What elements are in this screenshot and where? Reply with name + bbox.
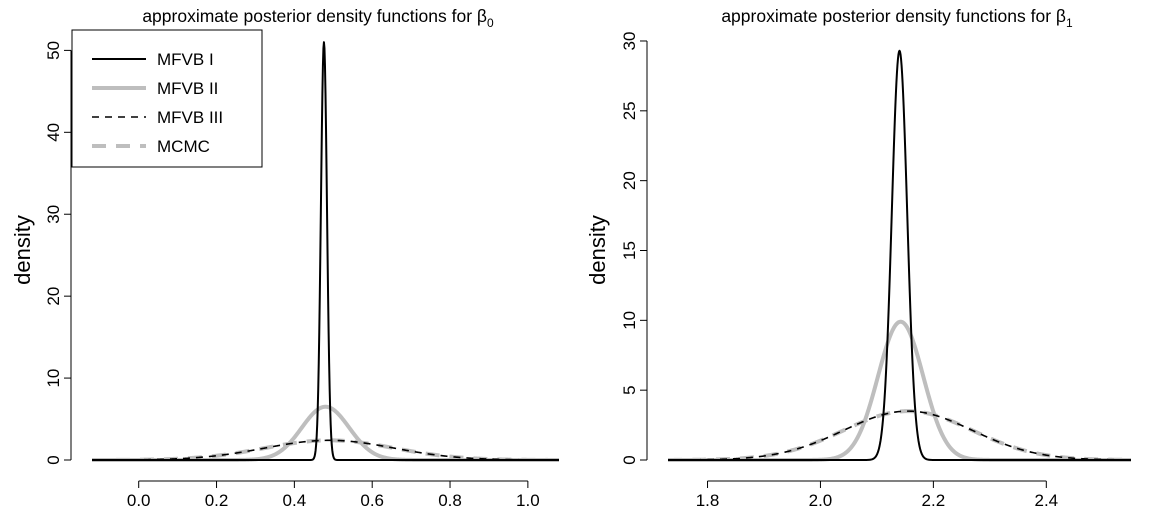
y-tick-label: 20 bbox=[44, 287, 63, 306]
y-tick-label: 30 bbox=[44, 205, 63, 224]
x-tick-label: 2.2 bbox=[922, 491, 946, 510]
x-tick-label: 0.8 bbox=[438, 491, 462, 510]
axes-beta1: 1.8 2.0 2.2 2.4 0 5 10 15 20 25 30 bbox=[620, 32, 1058, 510]
y-tick-label: 0 bbox=[620, 455, 639, 464]
y-tick-label: 30 bbox=[620, 32, 639, 51]
y-tick-label: 40 bbox=[44, 123, 63, 142]
y-tick-label: 15 bbox=[620, 241, 639, 260]
legend-label-mfvb-iii: MFVB III bbox=[157, 108, 223, 127]
x-tick-label: 0.0 bbox=[127, 491, 151, 510]
density-curve-mcmc bbox=[666, 409, 1133, 462]
panel-beta0: approximate posterior density functions … bbox=[10, 6, 561, 510]
chart-title-beta1: approximate posterior density functions … bbox=[721, 6, 1073, 30]
density-curve-mfvb-iii bbox=[91, 439, 560, 461]
x-tick-label: 0.4 bbox=[283, 491, 307, 510]
legend-label-mfvb-i: MFVB I bbox=[157, 50, 214, 69]
x-tick-label: 1.0 bbox=[516, 491, 540, 510]
y-tick-label: 5 bbox=[620, 385, 639, 394]
y-axis-label-beta0: density bbox=[10, 215, 35, 285]
y-tick-label: 0 bbox=[44, 455, 63, 464]
density-curve-mfvb-iii bbox=[667, 410, 1132, 461]
x-tick-label: 2.0 bbox=[809, 491, 833, 510]
x-tick-label: 0.2 bbox=[205, 491, 229, 510]
density-curve-mcmc bbox=[90, 438, 561, 462]
legend-label-mfvb-ii: MFVB II bbox=[157, 79, 218, 98]
density-curve-mfvb-ii bbox=[666, 319, 1133, 462]
x-tick-label: 2.4 bbox=[1034, 491, 1058, 510]
legend-label-mcmc: MCMC bbox=[157, 137, 210, 156]
density-curve-mfvb-i bbox=[91, 41, 560, 461]
y-tick-label: 10 bbox=[620, 311, 639, 330]
density-curves-beta1 bbox=[666, 49, 1133, 462]
legend-beta0: MFVB I MFVB II MFVB III MCMC bbox=[71, 29, 263, 168]
y-tick-label: 50 bbox=[44, 41, 63, 60]
y-tick-label: 20 bbox=[620, 171, 639, 190]
axes-beta0: 0.0 0.2 0.4 0.6 0.8 1.0 0 10 20 30 40 50 bbox=[44, 41, 540, 510]
y-tick-label: 25 bbox=[620, 101, 639, 120]
panel-beta1: approximate posterior density functions … bbox=[585, 6, 1133, 510]
y-axis-label-beta1: density bbox=[585, 215, 610, 285]
chart-title-beta0: approximate posterior density functions … bbox=[142, 6, 494, 30]
y-tick-label: 10 bbox=[44, 369, 63, 388]
x-tick-label: 0.6 bbox=[360, 491, 384, 510]
density-curve-mfvb-i bbox=[667, 49, 1132, 461]
density-curve-mfvb-ii bbox=[90, 404, 561, 462]
x-tick-label: 1.8 bbox=[696, 491, 720, 510]
density-curves-beta0 bbox=[90, 41, 561, 462]
